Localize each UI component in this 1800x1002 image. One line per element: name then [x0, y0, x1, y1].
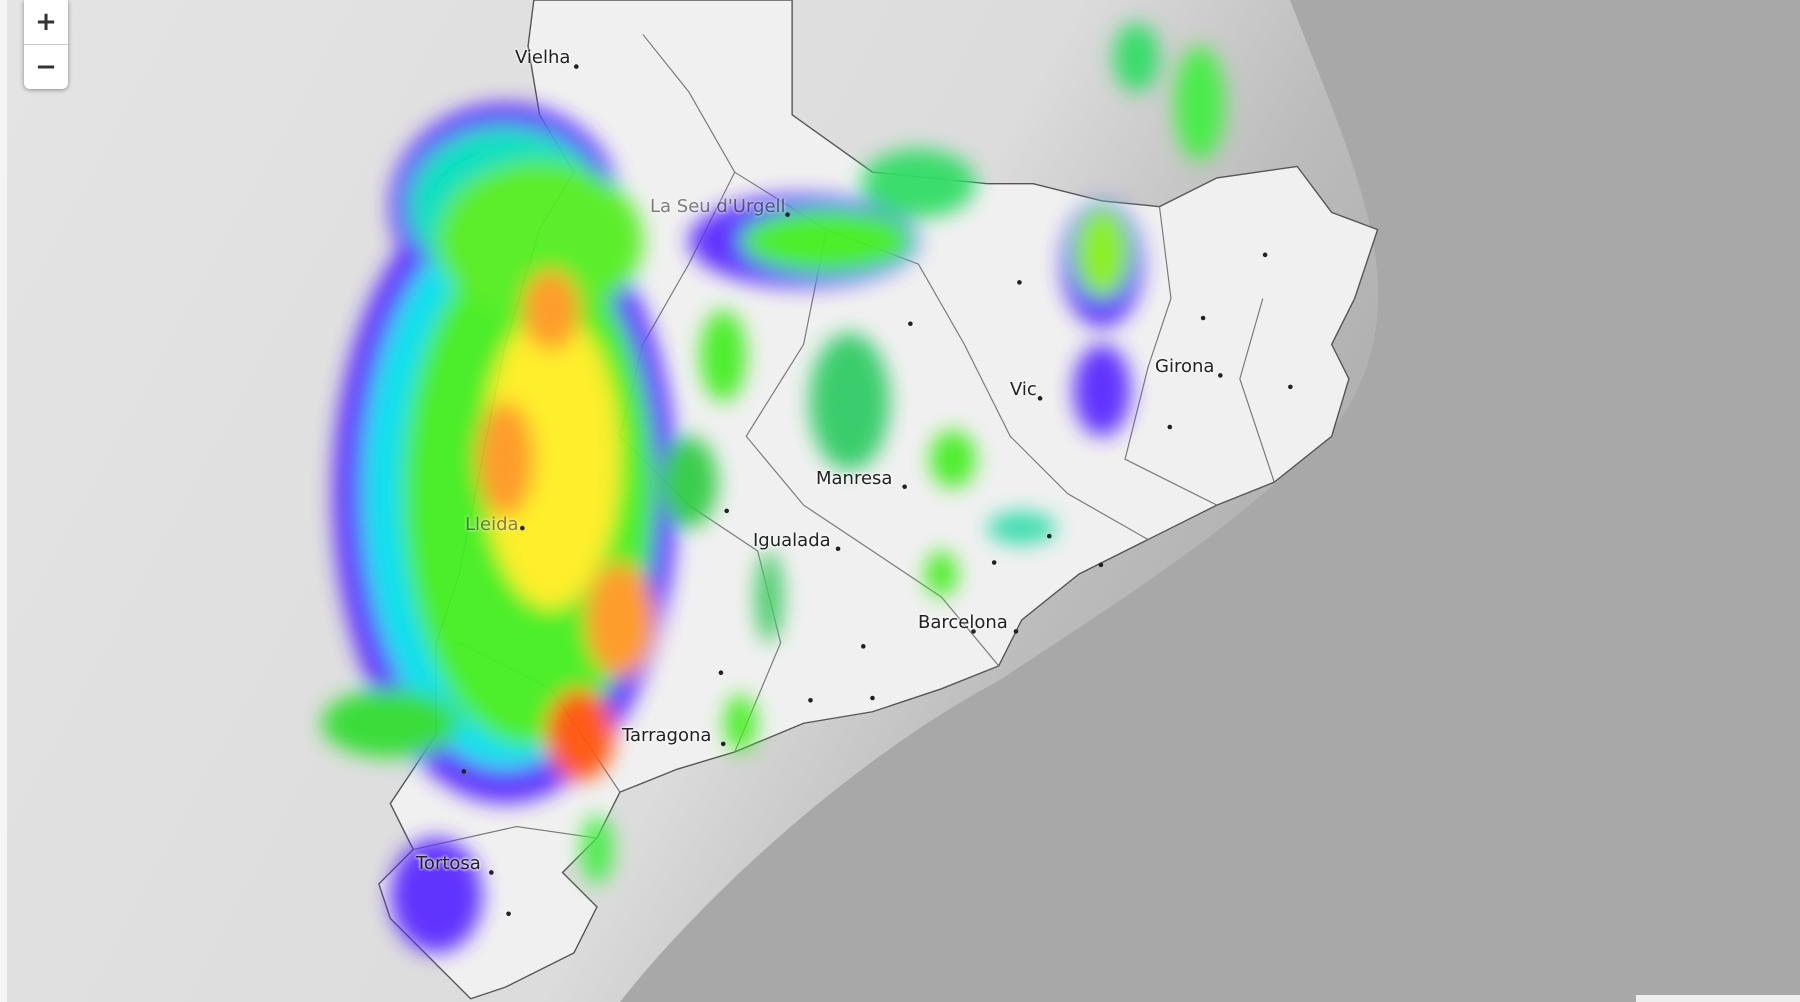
city-markers: [461, 64, 1293, 917]
sea: [620, 0, 1800, 1002]
zoom-in-button[interactable]: +: [35, 7, 57, 37]
zoom-out-button[interactable]: −: [24, 44, 68, 89]
city-label-barcelona: Barcelona: [918, 612, 1008, 633]
map-edge: [0, 0, 7, 1002]
city-label-manresa: Manresa: [816, 468, 893, 489]
city-label-girona: Girona: [1155, 356, 1215, 377]
attribution-bar: [1636, 995, 1800, 1002]
city-label-tarragona: Tarragona: [622, 725, 712, 746]
city-label-igualada: Igualada: [753, 530, 831, 551]
city-label-lleida: Lleida: [465, 514, 519, 535]
city-label-vielha: Vielha: [515, 47, 571, 68]
radar-echoes: [321, 22, 1225, 953]
city-label-tortosa: Tortosa: [416, 853, 481, 874]
zoom-control: + −: [24, 0, 68, 89]
city-label-vic: Vic: [1010, 379, 1037, 400]
city-label-la-seu-durgell: La Seu d'Urgell: [650, 196, 786, 217]
